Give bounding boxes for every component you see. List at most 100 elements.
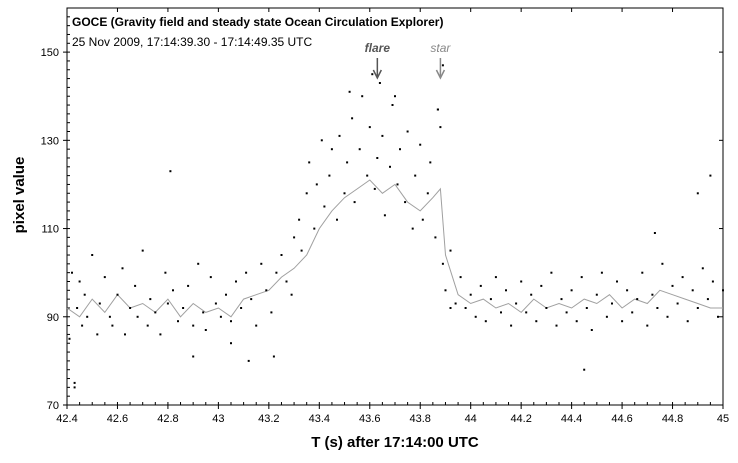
data-point bbox=[459, 276, 462, 279]
data-point bbox=[722, 289, 724, 292]
plot-frame bbox=[66, 7, 724, 406]
data-point bbox=[434, 236, 437, 239]
data-point bbox=[225, 293, 227, 296]
data-point bbox=[366, 174, 369, 177]
y-tick-label: 90 bbox=[47, 312, 59, 324]
data-point bbox=[391, 104, 394, 106]
annotations: flare star bbox=[365, 41, 451, 80]
data-point bbox=[595, 293, 598, 296]
data-point bbox=[616, 280, 618, 283]
data-point bbox=[510, 324, 513, 327]
chart-subtitle: 25 Nov 2009, 17:14:39.30 - 17:14:49.35 U… bbox=[72, 35, 312, 49]
data-point bbox=[449, 307, 452, 309]
data-point bbox=[182, 307, 185, 309]
data-point bbox=[240, 307, 243, 309]
data-point bbox=[530, 293, 533, 296]
y-tick-label: 110 bbox=[41, 224, 59, 236]
data-point bbox=[681, 276, 684, 279]
data-point bbox=[91, 254, 94, 256]
data-point bbox=[68, 337, 71, 340]
data-point bbox=[583, 368, 586, 371]
data-point bbox=[540, 284, 543, 287]
data-point bbox=[464, 307, 467, 309]
x-tick-label: 43.4 bbox=[309, 413, 330, 425]
data-point bbox=[272, 355, 275, 358]
x-tick-label: 45 bbox=[717, 413, 729, 425]
data-point bbox=[83, 293, 86, 296]
data-point bbox=[666, 315, 669, 318]
tick-marks bbox=[63, 7, 724, 409]
data-point bbox=[717, 315, 719, 318]
data-point bbox=[396, 183, 399, 186]
data-point bbox=[358, 148, 361, 151]
data-point bbox=[103, 276, 106, 279]
data-point bbox=[421, 218, 424, 221]
data-point bbox=[73, 381, 76, 384]
data-point bbox=[204, 329, 207, 331]
data-point bbox=[605, 315, 608, 318]
data-point bbox=[219, 315, 222, 318]
data-point bbox=[631, 311, 634, 314]
data-point bbox=[245, 271, 248, 274]
data-point bbox=[696, 192, 699, 195]
x-tick-label: 43.2 bbox=[258, 413, 279, 425]
data-point bbox=[280, 254, 283, 256]
data-point bbox=[235, 280, 237, 283]
data-point bbox=[328, 174, 331, 177]
data-point bbox=[701, 267, 704, 270]
x-axis-title: T (s) after 17:14:00 UTC bbox=[311, 434, 479, 451]
data-point bbox=[202, 311, 205, 314]
data-point bbox=[500, 311, 502, 314]
data-point bbox=[353, 201, 356, 204]
data-point bbox=[209, 276, 212, 279]
data-point bbox=[653, 232, 656, 234]
x-tick-label: 42.6 bbox=[107, 413, 128, 425]
data-point bbox=[505, 289, 507, 292]
data-point bbox=[305, 192, 308, 195]
data-point bbox=[376, 157, 379, 159]
data-point bbox=[545, 307, 548, 309]
data-point bbox=[515, 302, 518, 305]
data-point bbox=[373, 187, 376, 190]
data-point bbox=[626, 289, 629, 292]
x-tick-label: 43.8 bbox=[410, 413, 431, 425]
data-point bbox=[308, 161, 311, 164]
data-point bbox=[590, 329, 593, 331]
data-point bbox=[265, 289, 268, 292]
data-point bbox=[214, 302, 217, 305]
annotation-arrow-head bbox=[372, 69, 383, 80]
data-point bbox=[646, 324, 649, 327]
data-point bbox=[187, 284, 190, 287]
data-point bbox=[247, 359, 250, 362]
data-point bbox=[98, 302, 101, 305]
data-point bbox=[320, 139, 323, 142]
data-point bbox=[611, 302, 613, 305]
x-tick-label: 43.6 bbox=[359, 413, 380, 425]
data-point bbox=[111, 324, 114, 327]
data-point bbox=[313, 227, 316, 230]
data-point bbox=[121, 267, 124, 270]
data-point bbox=[565, 311, 568, 314]
data-point bbox=[293, 236, 296, 239]
data-point bbox=[525, 311, 528, 314]
data-point bbox=[550, 271, 553, 274]
x-tick-label: 42.4 bbox=[56, 413, 77, 425]
data-point bbox=[394, 95, 396, 98]
data-point bbox=[192, 355, 195, 358]
data-point bbox=[651, 293, 654, 296]
data-point bbox=[671, 284, 674, 287]
data-point bbox=[711, 280, 714, 283]
data-point bbox=[411, 227, 414, 230]
data-point bbox=[489, 298, 492, 301]
data-point bbox=[383, 214, 386, 217]
data-point bbox=[285, 280, 288, 283]
data-point bbox=[108, 315, 111, 318]
data-point bbox=[346, 161, 349, 164]
data-point bbox=[686, 320, 689, 323]
data-point bbox=[136, 315, 139, 318]
data-point bbox=[323, 205, 326, 208]
data-point bbox=[676, 302, 679, 305]
x-tick-label: 44 bbox=[465, 413, 477, 425]
data-point bbox=[406, 130, 409, 133]
